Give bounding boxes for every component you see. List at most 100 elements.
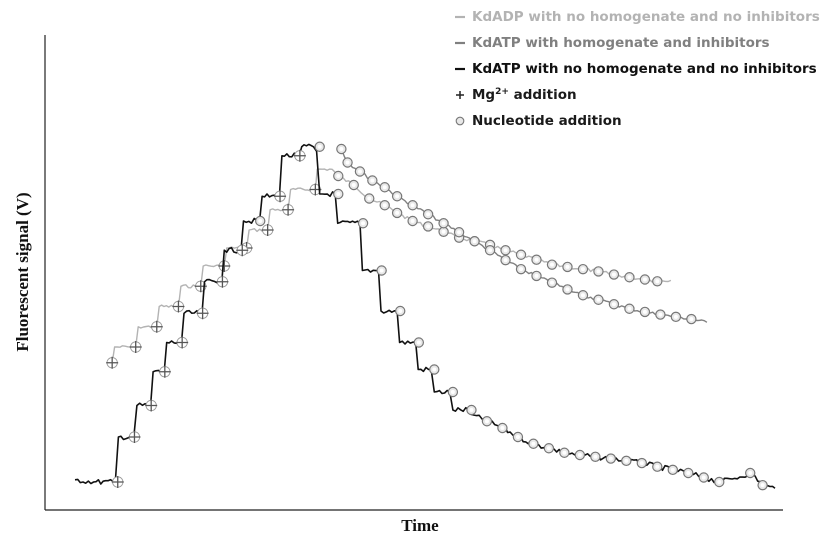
nucleotide-addition-marker [376,265,387,276]
legend-label: Nucleotide addition [472,113,622,129]
circle-inner [410,219,415,223]
mg-addition-marker [129,341,142,353]
nucleotide-addition-marker [497,422,508,434]
legend-item-2: KdATP with homogenate and inhibitors [455,35,770,51]
nucleotide-addition-marker [590,451,601,462]
nucleotide-addition-marker [577,263,589,275]
legend-item-3: KdATP with no homogenate and no inhibito… [455,61,817,77]
circle-inner [336,192,341,196]
nucleotide-addition-marker [608,299,620,310]
nucleotide-addition-marker [500,245,511,256]
plus-glyph [176,336,189,349]
circle-inner [500,426,505,430]
circle-inner [549,280,554,285]
circle-inner [596,269,601,274]
nucleotide-addition-marker [605,453,617,464]
circle-inner [562,450,567,455]
nucleotide-addition-marker [655,309,666,320]
circle-inner [457,230,462,235]
nucleotide-addition-marker [413,337,425,348]
mg-addition-marker [150,320,163,333]
nucleotide-addition-marker [593,294,604,305]
circle-inner [426,224,431,229]
plus-glyph [172,300,185,313]
legend-plus-swatch [456,91,464,99]
mg-addition-marker [274,190,287,203]
circle-inner [534,273,539,278]
nucleotide-addition-marker [639,274,651,285]
circle-inner [655,279,660,284]
mg-addition-marker [293,149,306,162]
circle-inner [580,293,585,298]
mg-addition-marker [196,307,209,320]
mg-addition-marker [261,224,274,236]
series-line [340,148,708,323]
series-line [111,168,672,363]
mg-addition-marker [218,260,231,272]
circle-inner [565,264,570,269]
mg-addition-marker [236,244,249,257]
nucleotide-addition-marker [528,438,539,449]
nucleotide-addition-marker [469,236,480,247]
circle-inner [410,203,415,208]
circle-inner [565,287,570,292]
circle-inner [382,185,387,190]
mg-addition-marker [128,431,141,443]
y-axis-title: Fluorescent signal (V) [13,192,32,351]
circle-inner [673,314,678,319]
circle-inner [593,454,598,459]
circle-inner [624,458,629,463]
circle-inner [546,446,551,451]
series-2 [336,143,708,325]
plus-glyph [282,203,295,216]
nucleotide-addition-marker [515,263,527,275]
nucleotide-addition-marker [447,386,459,398]
nucleotide-addition-marker [698,472,709,483]
plus-glyph [236,244,249,257]
nucleotide-addition-marker [336,143,347,155]
circle-inner [760,483,765,488]
nucleotide-addition-marker [670,311,682,323]
plus-glyph [274,190,287,203]
nucleotide-addition-marker [348,179,359,191]
plus-glyph [145,399,158,412]
circle-inner [531,441,536,446]
circle-inner [351,183,356,187]
circle-inner [627,275,632,280]
nucleotide-addition-marker [407,200,418,211]
nucleotide-addition-marker [652,461,663,472]
nucleotide-addition-marker [422,209,434,220]
circle-inner [432,367,437,372]
mg-addition-marker [106,356,119,369]
circle-inner [534,257,539,262]
nucleotide-addition-marker [512,431,524,443]
circle-inner [441,229,446,234]
circle-inner [370,178,375,183]
circle-inner [658,312,663,317]
circle-inner [336,174,341,178]
nucleotide-addition-marker [367,175,378,186]
x-axis-title: Time [401,516,439,535]
legend: KdADP with no homogenate and no inhibito… [455,9,820,129]
nucleotide-addition-marker [438,218,449,229]
mg-addition-marker [176,336,189,349]
nucleotide-addition-marker [559,447,570,458]
circle-inner [488,248,493,253]
circle-inner [503,248,508,253]
axes [44,35,783,511]
nucleotide-addition-marker [745,467,756,479]
nucleotide-addition-marker [757,479,768,491]
mg-addition-marker [158,365,171,378]
mg-addition-marker [282,203,295,216]
legend-item-4: Mg2+ addition [456,87,577,103]
nucleotide-addition-marker [484,245,496,256]
circle-inner [361,221,366,226]
circle-inner [549,262,554,267]
plus-glyph [128,431,141,443]
nucleotide-addition-marker [333,188,344,200]
plus-glyph [196,307,209,320]
mg-addition-marker [172,300,185,313]
circle-inner [608,456,613,461]
nucleotide-addition-marker [422,221,434,232]
